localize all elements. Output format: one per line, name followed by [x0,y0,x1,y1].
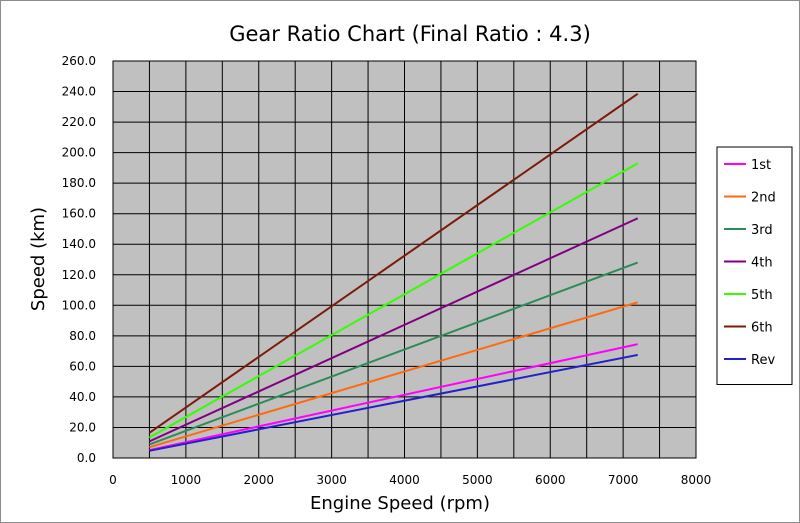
y-tick-label: 40.0 [69,390,96,404]
x-tick-label: 8000 [681,473,712,487]
x-tick-label: 4000 [389,473,420,487]
y-tick-label: 0.0 [77,451,96,465]
legend-label: 2nd [751,191,776,206]
y-tick-label: 80.0 [69,329,96,343]
x-tick-label: 5000 [462,473,493,487]
x-axis-ticks: 0 1000 2000 3000 4000 5000 6000 7000 8000 [109,473,711,487]
y-axis-title: Speed (km) [28,207,49,311]
legend-label: Rev [751,353,775,368]
y-tick-label: 180.0 [62,176,96,190]
y-tick-label: 240.0 [62,85,96,99]
series-line-5th [148,162,639,439]
y-tick-label: 100.0 [62,298,96,312]
x-tick-label: 2000 [243,473,274,487]
series-line-4th [148,217,639,443]
legend-label: 6th [751,321,773,336]
y-axis-ticks: 0.0 20.0 40.0 60.0 80.0 100.0 120.0 140.0 160.0 1… [62,54,96,465]
y-tick-label: 220.0 [62,115,96,129]
x-tick-label: 3000 [316,473,347,487]
series-line-3rd [149,261,639,446]
legend-label: 5th [751,288,773,303]
x-tick-label: 7000 [608,473,639,487]
y-tick-label: 260.0 [62,54,96,68]
series-line-6th [148,92,639,434]
x-axis-title: Engine Speed (rpm) [310,493,490,514]
x-tick-label: 6000 [535,473,566,487]
y-tick-label: 140.0 [62,237,96,251]
series-line-rev [149,353,638,452]
plot-border [112,60,697,459]
x-tick-label: 1000 [171,473,202,487]
y-tick-label: 60.0 [69,359,96,373]
legend-label: 1st [751,158,771,173]
series-lines [148,92,639,452]
x-tick-label: 0 [109,473,117,487]
series-line-2nd [149,301,638,449]
chart-title: Gear Ratio Chart (Final Ratio : 4.3) [229,22,591,46]
series-line-1st [149,343,638,452]
y-tick-label: 20.0 [69,420,96,434]
y-tick-label: 120.0 [62,268,96,282]
legend-box [716,146,793,385]
y-tick-label: 160.0 [62,207,96,221]
legend-label: 3rd [751,223,773,238]
legend-label: 4th [751,256,773,271]
legend: 1st 2nd 3rd 4th 5th 6th Rev [716,146,793,385]
y-tick-label: 200.0 [62,146,96,160]
